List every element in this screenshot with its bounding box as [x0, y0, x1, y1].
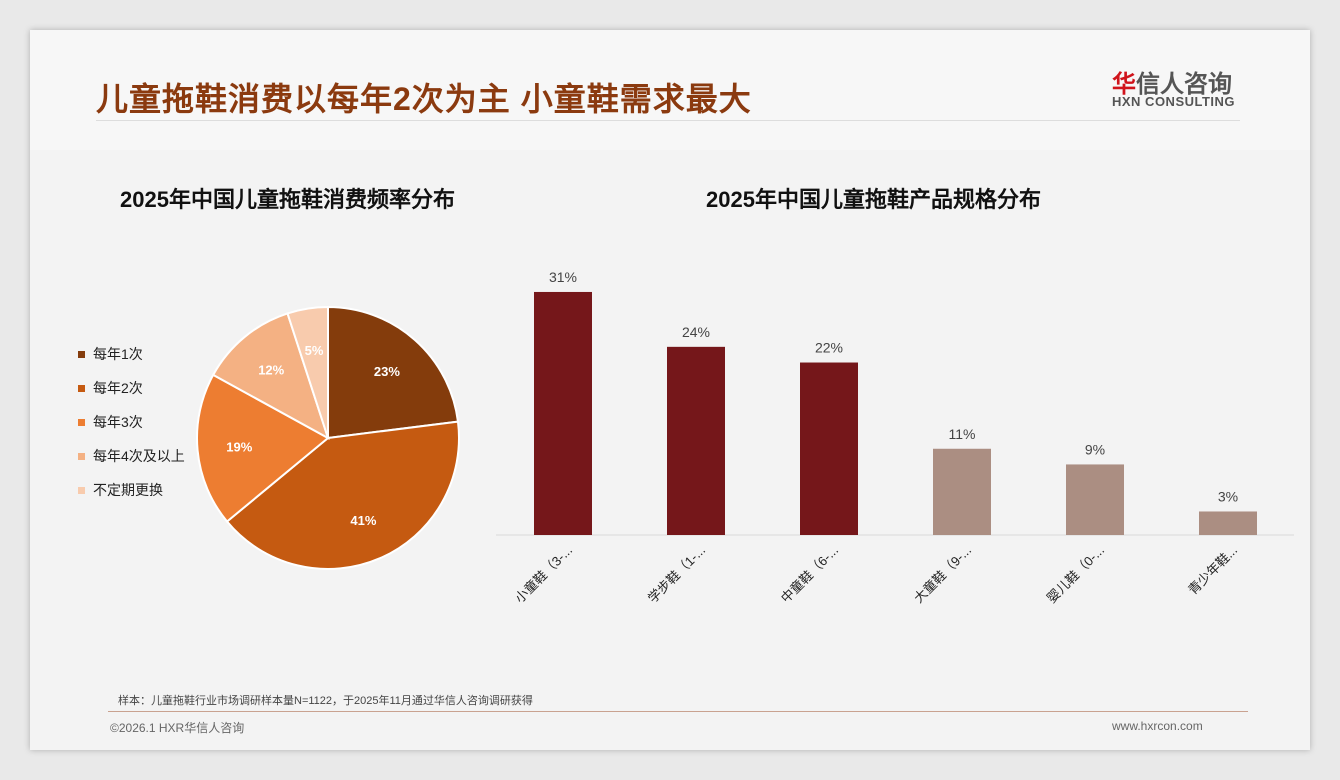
- pie-data-label: 19%: [226, 439, 252, 454]
- legend-label: 不定期更换: [93, 482, 163, 498]
- header: [30, 30, 1310, 150]
- bar-title: 2025年中国儿童拖鞋产品规格分布: [706, 187, 1041, 212]
- pie-data-label: 41%: [350, 513, 376, 528]
- bar: [667, 346, 725, 535]
- x-tick-label: 学步鞋（1-...: [645, 543, 708, 606]
- logo: 华信人咨询: [1112, 64, 1232, 99]
- legend-swatch: [78, 452, 85, 460]
- logo-text: 信人咨询: [1136, 71, 1232, 98]
- x-tick-label: 婴儿鞋（0-...: [1044, 543, 1107, 606]
- bar: [800, 362, 858, 535]
- logo-accent: 华: [1112, 71, 1136, 98]
- legend-label: 每年2次: [93, 380, 143, 396]
- bar-data-label: 24%: [682, 324, 710, 340]
- legend-swatch: [78, 486, 85, 494]
- x-tick-label: 大童鞋（9-...: [911, 543, 974, 606]
- charts: 23% 41% 19% 12% 5% 31% 小童鞋（3-... 24% 学步鞋（1-... 22…: [196, 269, 1294, 606]
- x-tick-label: 青少年鞋...: [1185, 543, 1240, 598]
- pie-title: 2025年中国儿童拖鞋消费频率分布: [120, 187, 455, 212]
- bar: [1066, 464, 1124, 535]
- bar-data-label: 9%: [1085, 441, 1105, 457]
- pie-slice: [327, 305, 460, 440]
- bar-data-label: 3%: [1218, 488, 1238, 504]
- pie-slice: [211, 312, 330, 441]
- pie-slice: [225, 420, 460, 570]
- website: www.hxrcon.com: [1112, 719, 1203, 733]
- legend-item: 每年1次: [78, 344, 143, 364]
- legend-label: 每年3次: [93, 414, 143, 430]
- legend-item: 每年3次: [78, 412, 143, 432]
- page-title: 儿童拖鞋消费以每年2次为主 小童鞋需求最大: [96, 81, 752, 117]
- x-tick-label: 小童鞋（3-...: [512, 543, 575, 606]
- pie-data-label: 23%: [374, 364, 400, 379]
- pie-slice: [196, 373, 330, 523]
- bar: [1199, 511, 1257, 535]
- legend-item: 不定期更换: [78, 480, 163, 500]
- bar: [534, 291, 592, 535]
- bar: [933, 448, 991, 535]
- pie-data-label: 5%: [305, 343, 324, 358]
- bar-data-label: 31%: [549, 269, 577, 285]
- copyright: ©2026.1 HXR华信人咨询: [110, 721, 245, 735]
- legend-swatch: [78, 384, 85, 392]
- legend-swatch: [78, 350, 85, 358]
- bar-data-label: 22%: [815, 340, 843, 356]
- legend-item: 每年2次: [78, 378, 143, 398]
- x-tick-label: 中童鞋（6-...: [778, 543, 841, 606]
- pie-slice: [286, 305, 329, 439]
- slide: 儿童拖鞋消费以每年2次为主 小童鞋需求最大 华信人咨询 HXN CONSULTI…: [30, 30, 1310, 750]
- logo-en: HXN CONSULTING: [1112, 94, 1236, 109]
- footer-divider: [108, 711, 1248, 712]
- pie-data-label: 12%: [258, 362, 284, 377]
- source-note: 样本：儿童拖鞋行业市场调研样本量N=1122，于2025年11月通过华信人咨询调…: [118, 695, 533, 707]
- legend-label: 每年1次: [93, 346, 143, 362]
- legend-label: 每年4次及以上: [93, 448, 185, 464]
- legend-item: 每年4次及以上: [78, 446, 185, 466]
- legend-swatch: [78, 418, 85, 426]
- bar-data-label: 11%: [949, 426, 976, 442]
- header-divider: [96, 120, 1240, 121]
